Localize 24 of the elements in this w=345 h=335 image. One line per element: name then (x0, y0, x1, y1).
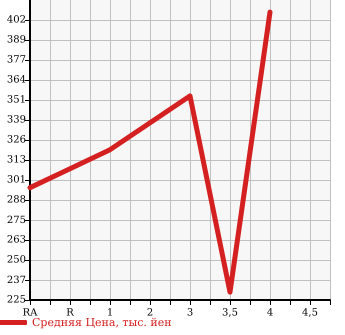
x-tick-label: 2 (146, 308, 154, 318)
x-tick-label: 3,5 (222, 308, 238, 318)
y-tick-label: 263 (6, 234, 26, 246)
y-tick-label: 389 (6, 34, 26, 46)
x-tick-label: 4,5 (302, 308, 318, 318)
y-tick-label: 339 (6, 114, 26, 126)
x-tick-label: 4 (266, 308, 274, 318)
y-tick-label: 402 (6, 14, 26, 26)
y-tick-label: 377 (6, 54, 26, 66)
x-tick-label: R (66, 308, 74, 318)
x-tick-label: 1 (106, 308, 114, 318)
y-tick-label: 301 (6, 174, 26, 186)
y-tick-label: 351 (6, 94, 26, 106)
legend-label: Средняя Цена, тыс. йен (32, 316, 172, 329)
y-tick-label: 250 (6, 254, 26, 266)
y-tick-label: 364 (6, 74, 26, 86)
x-tick-label: 3 (186, 308, 194, 318)
y-tick-label: 326 (6, 134, 26, 146)
y-tick-label: 237 (6, 274, 26, 286)
y-tick-label: 313 (6, 154, 26, 166)
x-tick-label: RA (22, 308, 38, 318)
y-tick-label: 288 (6, 194, 26, 206)
y-tick-label: 225 (6, 294, 26, 306)
y-tick-label: 275 (6, 214, 26, 226)
